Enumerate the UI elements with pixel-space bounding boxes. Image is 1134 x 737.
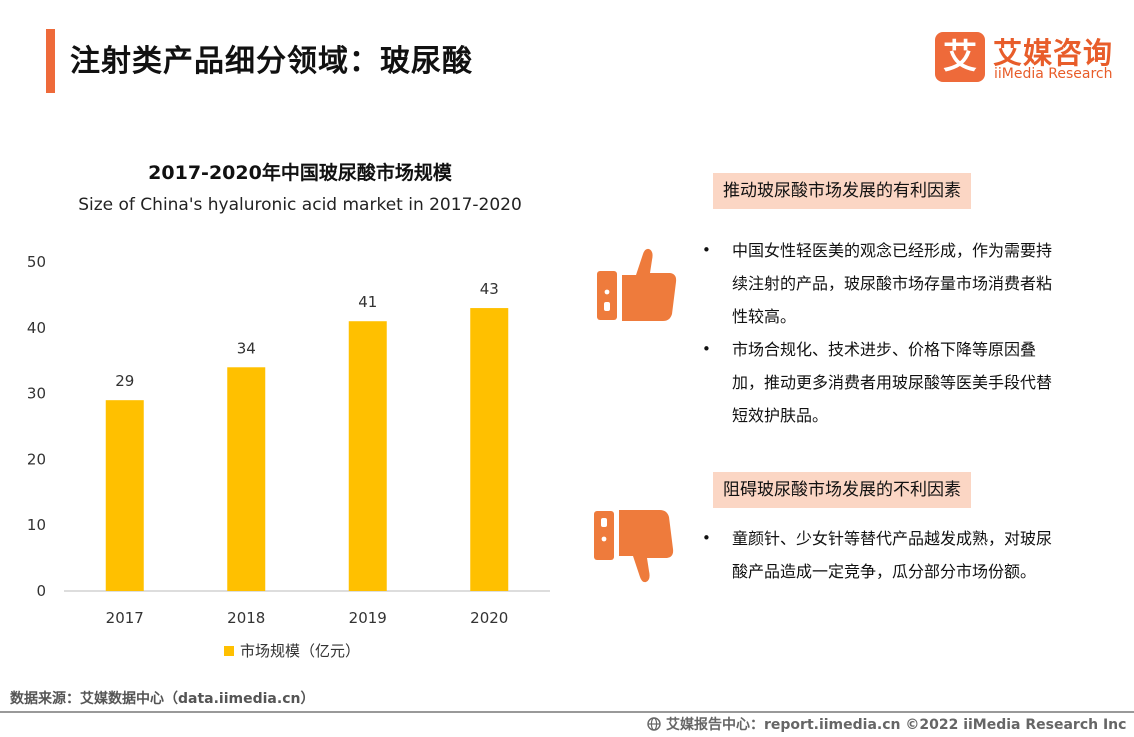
bar-2019 [348,321,387,591]
favorable-factor-item: 市场合规化、技术进步、价格下降等原因叠加，推动更多消费者用玻尿酸等医美手段代替短… [702,333,1062,432]
favorable-factors-list: 中国女性轻医美的观念已经形成，作为需要持续注射的产品，玻尿酸市场存量市场消费者粘… [702,234,1062,432]
brand-mark-icon: 艾 [935,32,985,82]
legend-label: 市场规模（亿元） [240,642,360,660]
unfavorable-factors-header: 阻碍玻尿酸市场发展的不利因素 [713,472,971,508]
y-tick-label: 30 [27,385,46,403]
x-tick-label: 2020 [470,609,508,627]
chart-title: 2017-2020年中国玻尿酸市场规模 [148,162,452,184]
bar-2017 [105,400,144,591]
title-accent-bar [46,29,55,93]
globe-icon [647,717,661,731]
y-tick-label: 40 [27,319,46,337]
data-source-note: 数据来源：艾媒数据中心（data.iimedia.cn） [10,691,315,707]
chart-subtitle: Size of China's hyaluronic acid market i… [78,195,522,215]
brand-mark-char: 艾 [943,37,977,77]
x-tick-label: 2019 [349,609,387,627]
data-label: 41 [358,293,377,311]
data-label: 34 [237,339,256,357]
footer-divider [0,711,1134,713]
market-size-bar-chart: 0 10 20 30 40 50 29 2017 34 2018 41 2019 43 2020 市场规模（… [27,253,550,660]
data-label: 43 [480,280,499,298]
y-tick-label: 10 [27,516,46,534]
favorable-factors-header: 推动玻尿酸市场发展的有利因素 [713,173,971,209]
unfavorable-factor-item: 童颜针、少女针等替代产品越发成熟，对玻尿酸产品造成一定竞争，瓜分部分市场份额。 [702,522,1062,588]
brand-name-cn: 艾媒咨询 [993,36,1114,70]
y-tick-label: 20 [27,450,46,468]
footer-report-credit: 艾媒报告中心：report.iimedia.cn ©2022 iiMedia R… [647,714,1126,734]
x-tick-label: 2017 [106,609,144,627]
brand-logo[interactable]: 艾 艾媒咨询 iiMedia Research [935,30,1125,90]
brand-name-en: iiMedia Research [994,66,1113,82]
footer-report-text: 艾媒报告中心：report.iimedia.cn ©2022 iiMedia R… [666,717,1127,733]
favorable-factor-item: 中国女性轻医美的观念已经形成，作为需要持续注射的产品，玻尿酸市场存量市场消费者粘… [702,234,1062,333]
bar-2018 [227,367,266,591]
unfavorable-factors-list: 童颜针、少女针等替代产品越发成熟，对玻尿酸产品造成一定竞争，瓜分部分市场份额。 [702,522,1062,588]
legend-swatch [224,646,234,656]
thumbs-down-icon [593,509,675,589]
y-tick-label: 0 [36,582,46,600]
page-title: 注射类产品细分领域：玻尿酸 [70,44,473,79]
data-label: 29 [115,372,134,390]
thumbs-up-icon [596,246,678,326]
x-tick-label: 2018 [227,609,265,627]
bar-2020 [470,308,509,591]
y-tick-label: 50 [27,253,46,271]
